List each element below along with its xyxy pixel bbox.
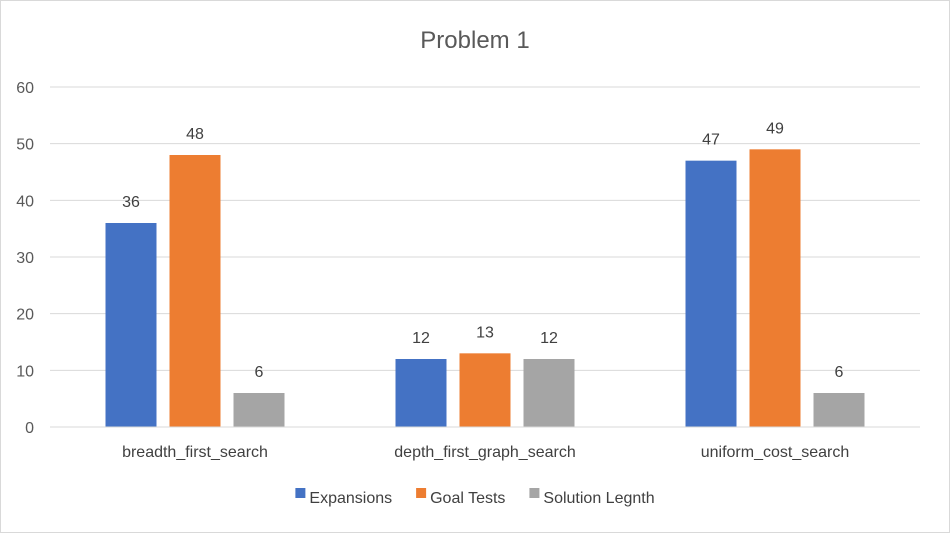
- bar-solution-legnth-1: [523, 359, 575, 427]
- legend-item: Solution Legnth: [529, 488, 655, 507]
- x-tick-label: breadth_first_search: [122, 444, 268, 461]
- bar-expansions-0: [105, 223, 157, 427]
- y-axis: 0 10 20 30 40 50 60: [16, 80, 34, 437]
- x-tick-label: uniform_cost_search: [701, 444, 850, 461]
- bars: 36 48 6 12 13 12 47 49 6: [105, 120, 865, 428]
- x-axis: breadth_first_search depth_first_graph_se…: [50, 426, 920, 461]
- x-tick-label: depth_first_graph_search: [394, 444, 575, 461]
- legend-label: Solution Legnth: [543, 490, 654, 507]
- legend-item: Expansions: [295, 488, 392, 507]
- bar-expansions-2: [685, 160, 737, 427]
- data-label: 47: [702, 132, 720, 149]
- y-tick-label: 20: [16, 307, 34, 324]
- data-label: 36: [122, 194, 140, 211]
- y-tick-label: 0: [25, 420, 34, 437]
- y-tick-label: 60: [16, 80, 34, 97]
- data-label: 12: [540, 330, 558, 347]
- bar-solution-legnth-0: [233, 393, 285, 427]
- y-tick-label: 10: [16, 363, 34, 380]
- data-label: 49: [766, 120, 784, 137]
- legend-label: Expansions: [309, 490, 392, 507]
- legend-item: Goal Tests: [416, 488, 505, 507]
- y-tick-label: 40: [16, 193, 34, 210]
- y-tick-label: 50: [16, 137, 34, 154]
- data-label: 6: [255, 364, 264, 381]
- legend-swatch: [295, 488, 306, 498]
- bar-expansions-1: [395, 359, 447, 427]
- bar-goal-tests-1: [459, 353, 511, 427]
- legend-swatch: [416, 488, 427, 498]
- data-label: 48: [186, 126, 204, 143]
- legend-swatch: [529, 488, 540, 498]
- bar-goal-tests-2: [749, 149, 801, 428]
- legend-label: Goal Tests: [430, 490, 505, 507]
- bar-goal-tests-0: [169, 155, 221, 427]
- y-tick-label: 30: [16, 250, 34, 267]
- chart-title: Problem 1: [420, 27, 529, 54]
- bar-solution-legnth-2: [813, 393, 865, 427]
- data-label: 12: [412, 330, 430, 347]
- data-label: 6: [835, 364, 844, 381]
- data-label: 13: [476, 324, 494, 341]
- legend: Expansions Goal Tests Solution Legnth: [295, 488, 655, 507]
